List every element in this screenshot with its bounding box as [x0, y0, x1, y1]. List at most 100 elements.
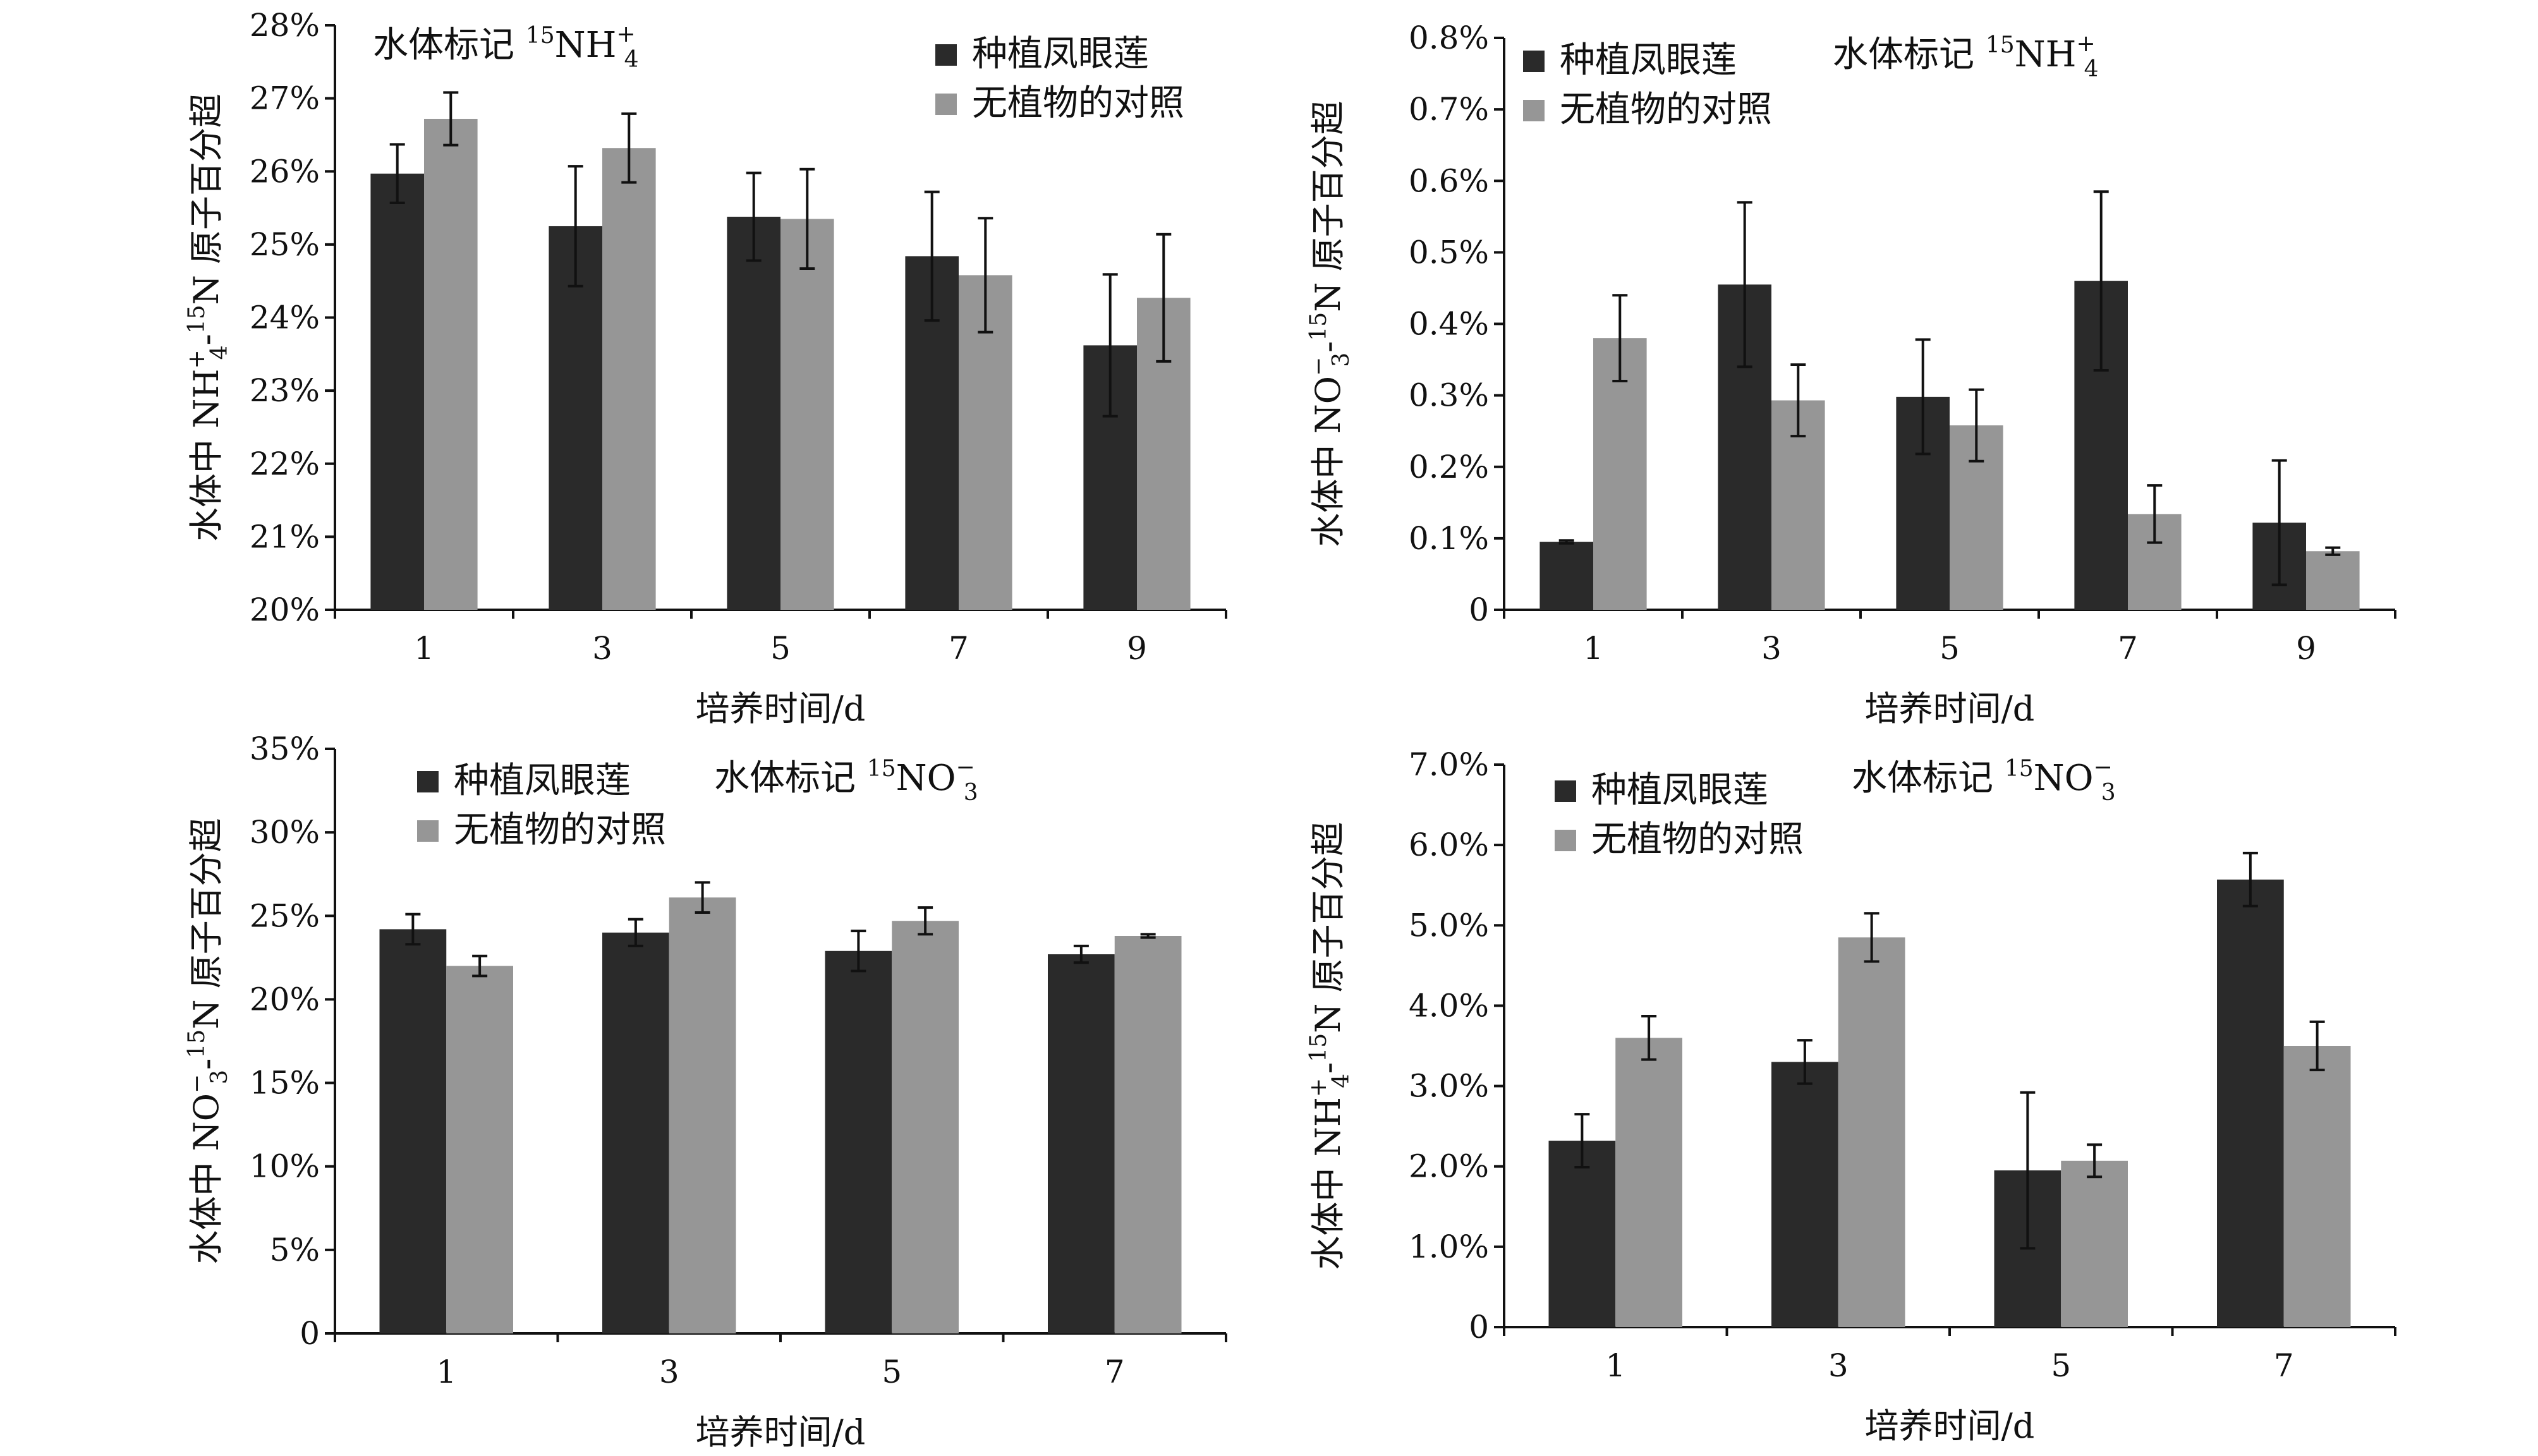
x-tick-label: 7 — [1105, 1354, 1125, 1390]
y-tick-label: 0.7% — [1409, 91, 1489, 128]
y-tick-label: 1.0% — [1409, 1228, 1489, 1265]
legend-label-control: 无植物的对照 — [972, 83, 1184, 124]
legend-swatch-plant — [1555, 780, 1576, 802]
y-axis-label: 水体中 NH+4-15N 原子百分超 — [1306, 822, 1354, 1270]
y-tick-label: 0 — [1469, 1309, 1489, 1345]
y-tick-label: 2.0% — [1409, 1148, 1489, 1185]
legend-label-plant: 种植凤眼莲 — [1560, 40, 1737, 81]
panel-title: 水体标记 15NH+ 4 — [373, 21, 639, 73]
y-tick-label: 0 — [1469, 592, 1489, 628]
x-tick-label: 9 — [1127, 630, 1147, 667]
x-tick-label: 3 — [592, 630, 612, 667]
bar-plant — [1048, 954, 1115, 1333]
bar-control — [1615, 1038, 1682, 1327]
y-tick-label: 0.2% — [1409, 449, 1489, 485]
legend-label-control: 无植物的对照 — [1591, 819, 1804, 860]
legend-swatch-control — [417, 820, 439, 842]
bar-control — [780, 219, 834, 610]
bar-plant — [370, 173, 424, 610]
y-tick-label: 27% — [250, 80, 320, 117]
x-tick-label: 5 — [770, 630, 791, 667]
y-tick-label: 25% — [250, 226, 320, 263]
x-tick-label: 1 — [1583, 630, 1603, 667]
x-tick-label: 5 — [1940, 630, 1960, 667]
x-axis-label: 培养时间/d — [696, 689, 866, 729]
legend-label-control: 无植物的对照 — [454, 810, 666, 851]
legend-swatch-plant — [1523, 51, 1545, 72]
bar-plant — [549, 226, 602, 610]
bar-control — [446, 966, 513, 1333]
legend-label-plant: 种植凤眼莲 — [1591, 770, 1768, 811]
bar-plant — [1539, 542, 1593, 610]
panel-title: 水体标记 15NO− 3 — [714, 755, 978, 806]
legend-swatch-plant — [417, 771, 439, 792]
y-tick-label: 21% — [250, 518, 320, 555]
bar-plant — [727, 216, 780, 610]
y-tick-label: 23% — [250, 372, 320, 409]
legend-swatch-plant — [935, 44, 957, 66]
bar-plant — [602, 932, 669, 1333]
y-tick-label: 28% — [250, 7, 320, 44]
y-tick-label: 26% — [250, 153, 320, 190]
y-tick-label: 25% — [250, 897, 320, 934]
legend-label-control: 无植物的对照 — [1560, 89, 1772, 130]
bar-control — [892, 921, 959, 1333]
legend-swatch-control — [935, 94, 957, 115]
bar-control — [2061, 1160, 2128, 1327]
y-tick-label: 30% — [250, 814, 320, 851]
x-tick-label: 3 — [659, 1354, 679, 1390]
y-axis-label: 水体中 NO−3-15N 原子百分超 — [1306, 100, 1354, 547]
y-tick-label: 5.0% — [1409, 907, 1489, 943]
x-tick-label: 1 — [414, 630, 434, 667]
y-tick-label: 20% — [250, 981, 320, 1017]
x-tick-label: 7 — [2274, 1347, 2294, 1384]
bar-plant — [379, 929, 447, 1333]
y-tick-label: 7.0% — [1409, 746, 1489, 783]
y-tick-label: 0 — [300, 1315, 320, 1352]
x-tick-label: 9 — [2296, 630, 2316, 667]
legend-label-plant: 种植凤眼莲 — [972, 33, 1149, 75]
bar-control — [1114, 936, 1182, 1333]
bar-plant — [1771, 1062, 1838, 1327]
y-tick-label: 20% — [250, 592, 320, 628]
y-tick-label: 24% — [250, 300, 320, 336]
legend-label-plant: 种植凤眼莲 — [454, 760, 631, 801]
bar-plant — [2217, 879, 2284, 1327]
y-tick-label: 0.8% — [1409, 20, 1489, 56]
panel-top-right: 0 0.1% 0.2% 0.3% 0.4% 0.5% 0.6% 0.7% 0.8% 1 3 5 7 9 培养… — [1306, 20, 2396, 729]
y-tick-label: 4.0% — [1409, 987, 1489, 1024]
panel-top-left: 20% 21% 22% 23% 24% 25% 26% 27% 28% 1 3 5 7 9 培养时间/d 水体… — [184, 7, 1227, 729]
bar-plant — [825, 950, 892, 1333]
bar-control — [424, 119, 478, 610]
bar-control — [2306, 551, 2360, 610]
y-tick-label: 3.0% — [1409, 1068, 1489, 1105]
x-tick-label: 7 — [2118, 630, 2138, 667]
y-tick-label: 0.4% — [1409, 306, 1489, 343]
y-tick-label: 0.6% — [1409, 162, 1489, 199]
x-tick-label: 3 — [1828, 1347, 1849, 1384]
y-axis-label: 水体中 NH+4-15N 原子百分超 — [184, 94, 233, 542]
legend-swatch-control — [1555, 830, 1576, 851]
bar-control — [669, 897, 736, 1333]
x-tick-label: 1 — [1605, 1347, 1625, 1384]
bar-control — [1838, 937, 1905, 1327]
bar-control — [2283, 1046, 2351, 1327]
y-tick-label: 10% — [250, 1148, 320, 1185]
bar-control — [602, 148, 656, 610]
x-tick-label: 5 — [882, 1354, 902, 1390]
y-tick-label: 0.3% — [1409, 377, 1489, 414]
panel-bottom-right: 0 1.0% 2.0% 3.0% 4.0% 5.0% 6.0% 7.0% 1 3 5 7 培养时间/d 水… — [1306, 746, 2396, 1446]
bar-plant — [1548, 1141, 1616, 1327]
x-tick-label: 5 — [2051, 1347, 2071, 1384]
panel-bottom-left: 0 5% 10% 15% 20% 25% 30% 35% 1 3 5 7 培养时间/d 水体中 NO−3-… — [184, 731, 1227, 1452]
y-tick-label: 0.5% — [1409, 234, 1489, 270]
legend-swatch-control — [1523, 100, 1545, 121]
y-tick-label: 6.0% — [1409, 827, 1489, 863]
panel-title: 水体标记 15NH+ 4 — [1833, 31, 2099, 82]
x-tick-label: 3 — [1761, 630, 1782, 667]
y-tick-label: 5% — [270, 1232, 320, 1268]
y-tick-label: 15% — [250, 1065, 320, 1101]
y-tick-label: 35% — [250, 731, 320, 767]
x-tick-label: 7 — [949, 630, 969, 667]
y-tick-label: 0.1% — [1409, 520, 1489, 557]
